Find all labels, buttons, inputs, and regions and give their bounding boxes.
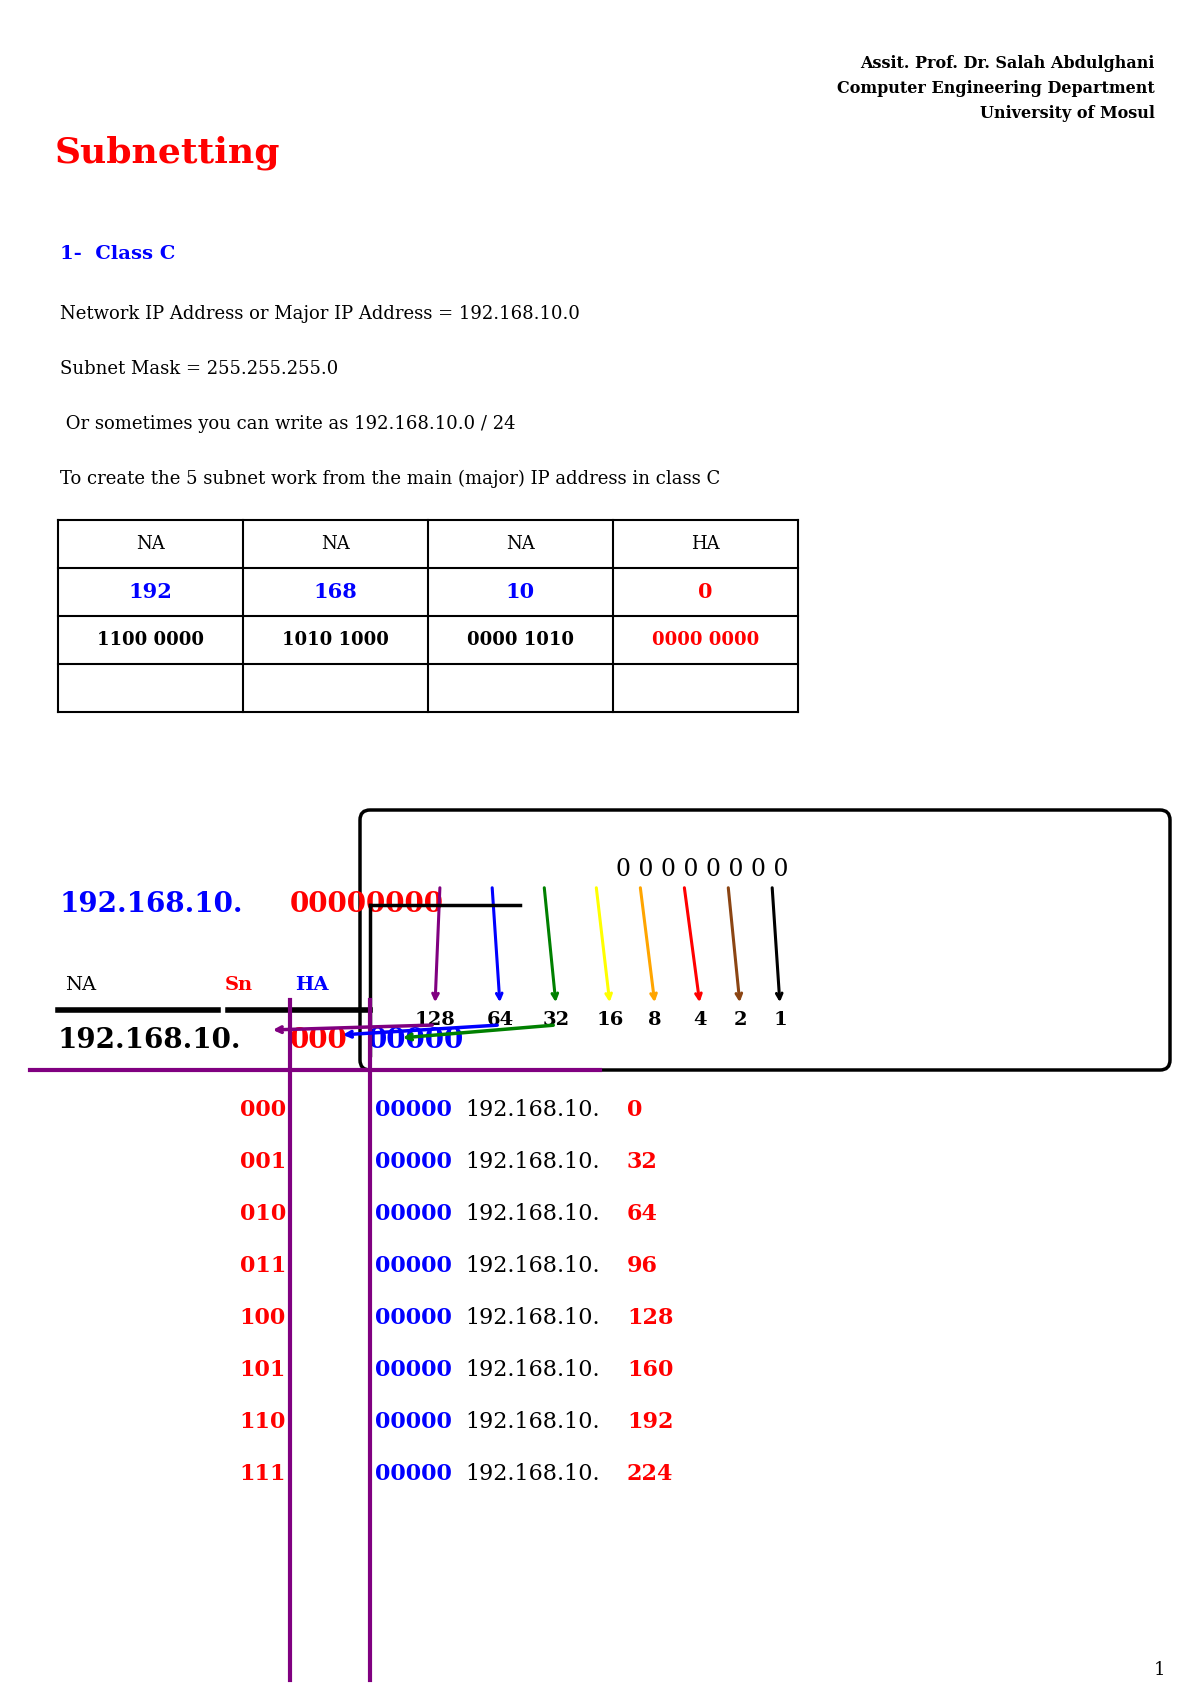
Text: 111: 111 bbox=[240, 1463, 286, 1485]
Text: NA: NA bbox=[65, 976, 96, 994]
Text: 1010 1000: 1010 1000 bbox=[282, 631, 389, 648]
Text: 192.168.10.: 192.168.10. bbox=[466, 1151, 600, 1173]
Text: 192.168.10.: 192.168.10. bbox=[466, 1463, 600, 1485]
Text: 192.168.10.: 192.168.10. bbox=[60, 891, 244, 918]
Text: Or sometimes you can write as 192.168.10.0 / 24: Or sometimes you can write as 192.168.10… bbox=[60, 416, 516, 433]
Text: NA: NA bbox=[136, 535, 164, 553]
Text: HA: HA bbox=[295, 976, 329, 994]
Text: 00000: 00000 bbox=[374, 1151, 452, 1173]
Text: 00000: 00000 bbox=[374, 1256, 452, 1278]
Text: 32: 32 bbox=[542, 1011, 570, 1028]
Text: Subnet Mask = 255.255.255.0: Subnet Mask = 255.255.255.0 bbox=[60, 360, 338, 378]
Text: 00000: 00000 bbox=[374, 1410, 452, 1432]
Text: 011: 011 bbox=[240, 1256, 286, 1278]
Text: Assit. Prof. Dr. Salah Abdulghani: Assit. Prof. Dr. Salah Abdulghani bbox=[860, 54, 1154, 71]
Text: 16: 16 bbox=[596, 1011, 624, 1028]
Text: 192.168.10.: 192.168.10. bbox=[466, 1359, 600, 1381]
Text: 64: 64 bbox=[628, 1203, 658, 1225]
Text: 192.168.10.: 192.168.10. bbox=[466, 1256, 600, 1278]
Text: 10: 10 bbox=[506, 582, 535, 602]
Text: University of Mosul: University of Mosul bbox=[980, 105, 1154, 122]
Text: 00000: 00000 bbox=[374, 1463, 452, 1485]
Text: 0000 0000: 0000 0000 bbox=[652, 631, 760, 648]
Text: 4: 4 bbox=[694, 1011, 707, 1028]
Text: 1: 1 bbox=[773, 1011, 787, 1028]
Text: 010: 010 bbox=[240, 1203, 286, 1225]
Text: Computer Engineering Department: Computer Engineering Department bbox=[838, 80, 1154, 97]
Text: 101: 101 bbox=[240, 1359, 286, 1381]
Text: 224: 224 bbox=[628, 1463, 673, 1485]
Text: Network IP Address or Major IP Address = 192.168.10.0: Network IP Address or Major IP Address =… bbox=[60, 305, 580, 322]
Text: 0: 0 bbox=[698, 582, 713, 602]
Text: 168: 168 bbox=[313, 582, 358, 602]
Text: 192.168.10.: 192.168.10. bbox=[466, 1203, 600, 1225]
Text: 2: 2 bbox=[733, 1011, 746, 1028]
Text: 1-  Class C: 1- Class C bbox=[60, 244, 175, 263]
Text: 192.168.10.: 192.168.10. bbox=[466, 1307, 600, 1329]
Text: 00000: 00000 bbox=[374, 1100, 452, 1122]
Text: 192: 192 bbox=[628, 1410, 673, 1432]
Text: 000: 000 bbox=[240, 1100, 286, 1122]
Text: Sn: Sn bbox=[226, 976, 253, 994]
Text: 00000: 00000 bbox=[374, 1203, 452, 1225]
Text: 128: 128 bbox=[415, 1011, 455, 1028]
Text: 32: 32 bbox=[628, 1151, 658, 1173]
Text: To create the 5 subnet work from the main (major) IP address in class C: To create the 5 subnet work from the mai… bbox=[60, 470, 720, 489]
Text: 001: 001 bbox=[240, 1151, 286, 1173]
Text: 192.168.10.: 192.168.10. bbox=[466, 1100, 600, 1122]
Text: Subnetting: Subnetting bbox=[55, 136, 281, 170]
Text: 64: 64 bbox=[486, 1011, 514, 1028]
Text: 8: 8 bbox=[648, 1011, 661, 1028]
Text: HA: HA bbox=[691, 535, 720, 553]
Text: 00000: 00000 bbox=[368, 1027, 464, 1054]
Text: 160: 160 bbox=[628, 1359, 673, 1381]
FancyBboxPatch shape bbox=[360, 809, 1170, 1071]
Text: 0000 1010: 0000 1010 bbox=[467, 631, 574, 648]
Text: 100: 100 bbox=[240, 1307, 286, 1329]
Text: 96: 96 bbox=[628, 1256, 658, 1278]
Text: 192: 192 bbox=[128, 582, 173, 602]
Text: 0: 0 bbox=[628, 1100, 642, 1122]
Text: 128: 128 bbox=[628, 1307, 673, 1329]
Text: 00000000: 00000000 bbox=[290, 891, 444, 918]
Text: 1100 0000: 1100 0000 bbox=[97, 631, 204, 648]
Text: 1: 1 bbox=[1154, 1661, 1165, 1678]
Text: 00000: 00000 bbox=[374, 1359, 452, 1381]
Text: 000: 000 bbox=[290, 1027, 348, 1054]
Text: 192.168.10.: 192.168.10. bbox=[466, 1410, 600, 1432]
Text: NA: NA bbox=[322, 535, 350, 553]
Text: 192.168.10.: 192.168.10. bbox=[58, 1027, 241, 1054]
Text: 00000: 00000 bbox=[374, 1307, 452, 1329]
Text: 0 0 0 0 0 0 0 0: 0 0 0 0 0 0 0 0 bbox=[616, 859, 788, 881]
Text: NA: NA bbox=[506, 535, 535, 553]
Text: 110: 110 bbox=[240, 1410, 286, 1432]
